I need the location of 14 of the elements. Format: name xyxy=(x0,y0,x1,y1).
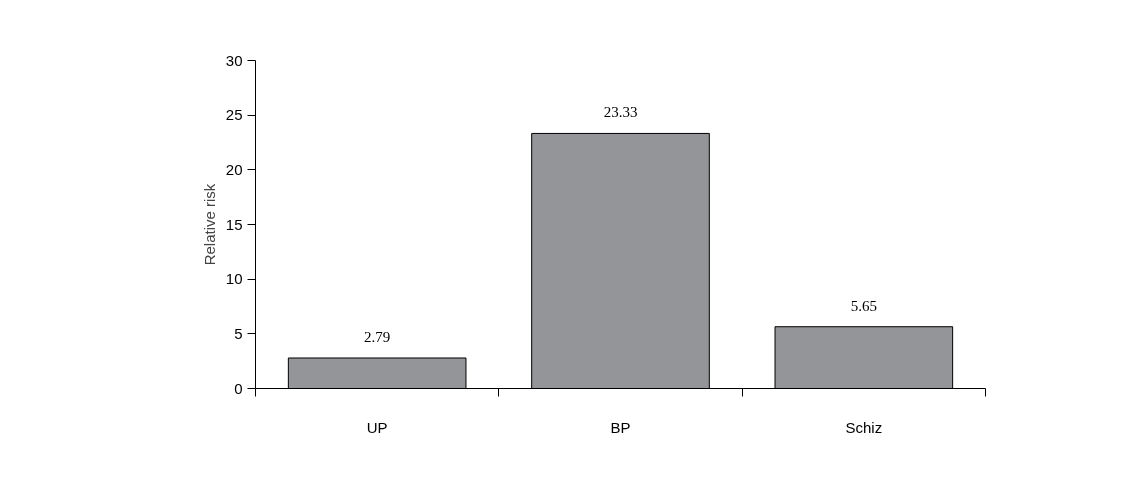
y-tick-label: 5 xyxy=(234,324,243,342)
y-axis-title: Relative risk xyxy=(200,183,218,266)
data-label: 2.79 xyxy=(364,329,391,345)
data-label: 5.65 xyxy=(850,297,877,314)
y-tick-label: 15 xyxy=(225,215,243,233)
x-tick-label: Schiz xyxy=(845,418,883,436)
x-tick-label: BP xyxy=(610,418,631,436)
y-tick-label: 30 xyxy=(225,51,243,69)
y-tick-label: 20 xyxy=(225,160,243,178)
data-label: 23.33 xyxy=(603,104,638,121)
y-tick-label: 0 xyxy=(234,379,243,397)
y-tick-label: 10 xyxy=(225,270,243,288)
x-tick-label: UP xyxy=(366,418,388,436)
y-tick-label: 25 xyxy=(225,106,243,124)
